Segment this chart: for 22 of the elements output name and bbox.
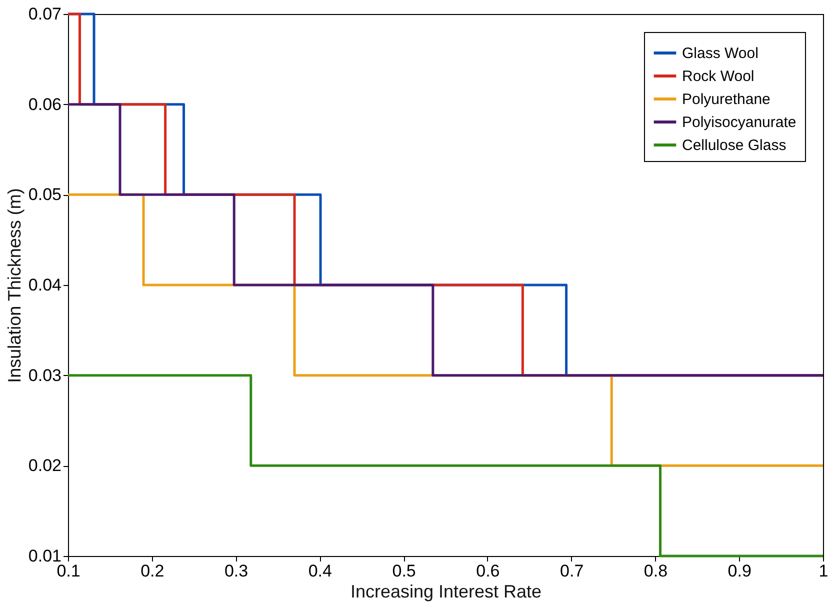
y-axis-title: Insulation Thickness (m) — [4, 188, 24, 383]
x-tick-label: 0.7 — [560, 562, 584, 580]
y-tick-label: 0.02 — [28, 456, 62, 476]
x-tick-label: 0.2 — [140, 562, 164, 580]
y-tick-label: 0.07 — [28, 4, 62, 24]
legend-label: Cellulose Glass — [682, 137, 786, 154]
x-tick-label: 0.4 — [308, 562, 332, 580]
y-tick-label: 0.06 — [28, 94, 62, 114]
legend-label: Polyurethane — [682, 91, 770, 108]
x-tick-label: 0.6 — [476, 562, 500, 580]
legend-label: Rock Wool — [682, 68, 754, 85]
y-tick-label: 0.03 — [28, 366, 62, 385]
y-tick-label: 0.05 — [28, 185, 62, 204]
x-tick-label: 0.8 — [644, 562, 668, 580]
x-tick-label: 0.3 — [224, 562, 248, 580]
x-tick-label: 0.5 — [392, 562, 416, 580]
y-tick-label: 0.04 — [28, 276, 62, 294]
x-axis-title: Increasing Interest Rate — [350, 582, 542, 602]
legend-label: Polyisocyanurate — [682, 114, 796, 131]
legend-label: Glass Wool — [682, 45, 758, 62]
x-tick-label: 0.9 — [728, 562, 752, 580]
x-tick-label: 1 — [818, 562, 828, 580]
